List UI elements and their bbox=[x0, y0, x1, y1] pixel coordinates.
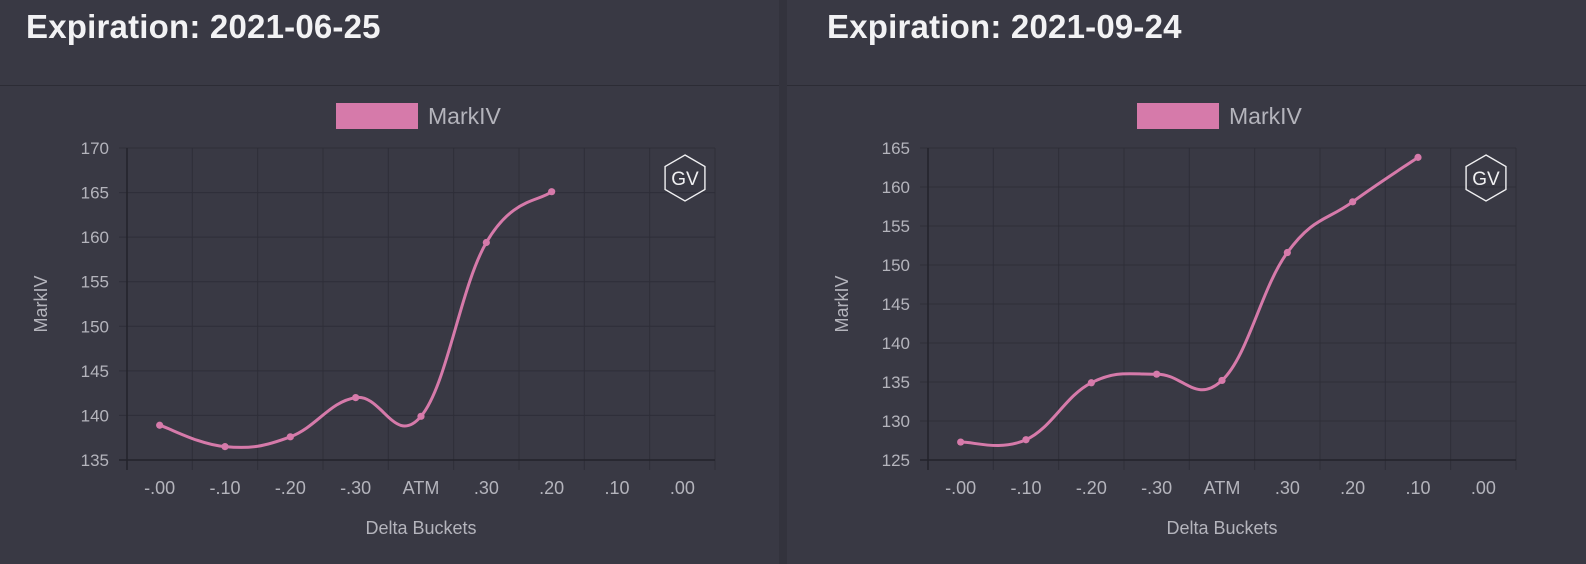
series-line-markiv bbox=[158, 190, 554, 449]
y-tick-label: 135 bbox=[882, 373, 910, 392]
x-tick-label: .30 bbox=[474, 478, 499, 498]
data-point bbox=[957, 438, 965, 446]
y-tick-label: 140 bbox=[882, 334, 910, 353]
x-tick-label: -.00 bbox=[945, 478, 976, 498]
legend: MarkIV bbox=[336, 103, 502, 129]
y-tick-label: 145 bbox=[81, 362, 109, 381]
data-point bbox=[1087, 379, 1095, 387]
y-tick-label: 145 bbox=[882, 295, 910, 314]
x-tick-label: -.20 bbox=[275, 478, 306, 498]
legend-label: MarkIV bbox=[428, 103, 502, 129]
data-point bbox=[548, 188, 556, 196]
data-point bbox=[1153, 370, 1161, 378]
legend-swatch bbox=[336, 103, 418, 129]
y-tick-label: 155 bbox=[81, 273, 109, 292]
chart-panel-right: Expiration: 2021-09-24 MarkIV 125 130 135 14… bbox=[787, 0, 1586, 564]
y-tick-label: 155 bbox=[882, 217, 910, 236]
x-tick-label: -.10 bbox=[209, 478, 240, 498]
panel-header: Expiration: 2021-09-24 bbox=[787, 0, 1586, 86]
gv-watermark-logo: GV bbox=[1465, 154, 1507, 202]
x-tick-label: -.30 bbox=[1141, 478, 1172, 498]
x-tick-label: .00 bbox=[1471, 478, 1496, 498]
markiv-line-chart: MarkIV 125 130 135 140 145 150 155 160 165 -.00 -.1… bbox=[832, 103, 1517, 538]
x-tick-label: ATM bbox=[1204, 478, 1241, 498]
x-tick-label: -.00 bbox=[144, 478, 175, 498]
x-tick-label: -.20 bbox=[1076, 478, 1107, 498]
y-tick-label: 165 bbox=[882, 139, 910, 158]
x-tick-label: .20 bbox=[1340, 478, 1365, 498]
data-point bbox=[156, 421, 164, 429]
legend-swatch bbox=[1137, 103, 1219, 129]
watermark-label: GV bbox=[1472, 169, 1500, 190]
data-point bbox=[1218, 376, 1226, 385]
hexagon-icon bbox=[664, 154, 706, 202]
x-tick-label: ATM bbox=[403, 478, 440, 498]
panel-header: Expiration: 2021-06-25 bbox=[0, 0, 779, 86]
y-tick-label: 125 bbox=[882, 451, 910, 470]
x-axis-title: Delta Buckets bbox=[1166, 518, 1277, 538]
data-point bbox=[1022, 436, 1030, 444]
markiv-line-chart: MarkIV 135 140 145 150 155 160 165 170 -.00 -.10 -.… bbox=[31, 103, 716, 538]
chart-panel-left: Expiration: 2021-06-25 MarkIV 135 140 145 15… bbox=[0, 0, 779, 564]
x-tick-label: .00 bbox=[670, 478, 695, 498]
y-axis-title: MarkIV bbox=[832, 275, 852, 332]
data-point bbox=[417, 412, 425, 420]
x-tick-label: .20 bbox=[539, 478, 564, 498]
y-tick-label: 140 bbox=[81, 406, 109, 425]
y-tick-label: 150 bbox=[882, 256, 910, 275]
data-point bbox=[1414, 153, 1422, 161]
series-line-markiv bbox=[959, 155, 1420, 447]
legend: MarkIV bbox=[1137, 103, 1303, 129]
panel-title: Expiration: 2021-09-24 bbox=[827, 8, 1182, 45]
y-tick-label: 160 bbox=[882, 178, 910, 197]
y-axis-title: MarkIV bbox=[31, 275, 51, 332]
data-point bbox=[286, 433, 294, 441]
x-tick-label: .30 bbox=[1275, 478, 1300, 498]
watermark-label: GV bbox=[671, 169, 699, 190]
hexagon-icon bbox=[1465, 154, 1507, 202]
gv-watermark-logo: GV bbox=[664, 154, 706, 202]
y-tick-label: 135 bbox=[81, 451, 109, 470]
y-tick-label: 130 bbox=[882, 412, 910, 431]
y-tick-label: 170 bbox=[81, 139, 109, 158]
x-tick-label: -.10 bbox=[1010, 478, 1041, 498]
panel-title: Expiration: 2021-06-25 bbox=[26, 8, 381, 45]
panel-divider bbox=[779, 0, 787, 564]
y-tick-label: 160 bbox=[81, 228, 109, 247]
data-point bbox=[1283, 248, 1291, 257]
x-tick-label: .10 bbox=[604, 478, 629, 498]
y-tick-label: 150 bbox=[81, 317, 109, 336]
x-axis-title: Delta Buckets bbox=[365, 518, 476, 538]
y-tick-label: 165 bbox=[81, 184, 109, 203]
data-point bbox=[352, 394, 360, 402]
x-tick-label: -.30 bbox=[340, 478, 371, 498]
data-point bbox=[221, 443, 229, 451]
x-tick-label: .10 bbox=[1405, 478, 1430, 498]
data-point bbox=[1349, 198, 1357, 206]
legend-label: MarkIV bbox=[1229, 103, 1303, 129]
data-point bbox=[482, 238, 490, 247]
